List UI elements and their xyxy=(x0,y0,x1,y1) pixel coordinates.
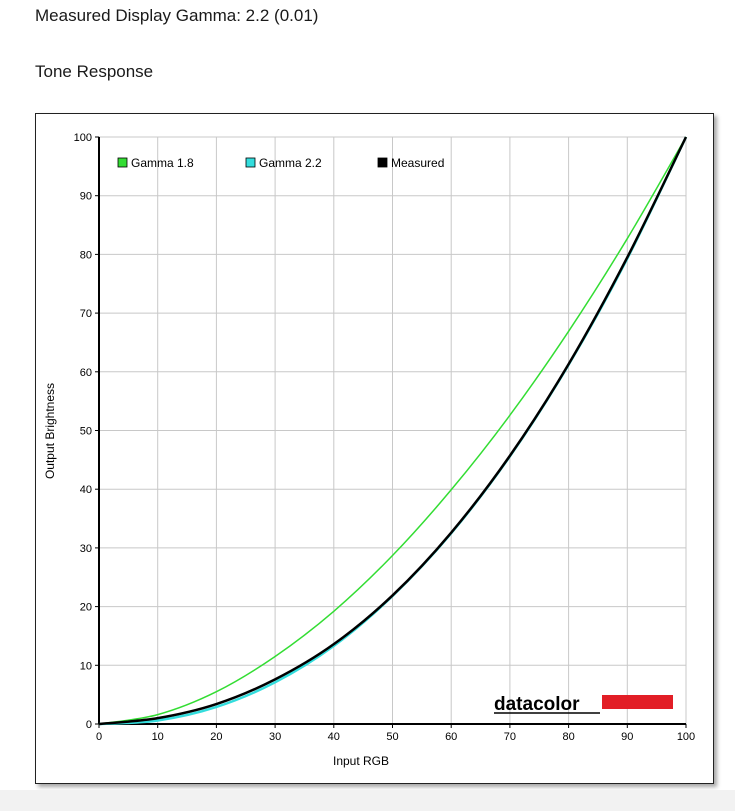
y-tick-label: 90 xyxy=(80,191,92,203)
y-tick-label: 0 xyxy=(86,719,92,731)
x-tick-label: 60 xyxy=(445,731,457,743)
legend-label: Gamma 1.8 xyxy=(131,156,194,170)
logo-red-bar xyxy=(602,695,673,709)
tone-response-chart: 0 10 20 30 40 50 60 70 80 90 100 0 10 20 30 40 50 60 70 80… xyxy=(35,113,714,784)
chart-svg: 0 10 20 30 40 50 60 70 80 90 100 0 10 20 30 40 50 60 70 80… xyxy=(43,132,695,768)
page-bottom-band xyxy=(0,790,735,811)
chart-grid xyxy=(99,136,687,724)
x-tick-label: 10 xyxy=(152,731,164,743)
y-tick-label: 70 xyxy=(80,308,92,320)
x-tick-label: 80 xyxy=(562,731,574,743)
x-tick-label: 70 xyxy=(504,731,516,743)
legend-label: Gamma 2.2 xyxy=(259,156,322,170)
x-axis-ticks: 0 10 20 30 40 50 60 70 80 90 100 xyxy=(96,724,695,743)
x-tick-label: 40 xyxy=(328,731,340,743)
y-axis-ticks: 0 10 20 30 40 50 60 70 80 90 100 xyxy=(74,132,99,731)
x-tick-label: 20 xyxy=(210,731,222,743)
legend-label: Measured xyxy=(391,156,444,170)
legend-swatch xyxy=(245,157,256,168)
y-axis-title: Output Brightness xyxy=(43,383,57,479)
chart-legend: Gamma 1.8 Gamma 2.2 Measured xyxy=(117,156,444,170)
tone-response-heading: Tone Response xyxy=(35,62,154,81)
y-tick-label: 80 xyxy=(80,249,92,261)
y-tick-label: 40 xyxy=(80,484,92,496)
y-tick-label: 20 xyxy=(80,602,92,614)
x-tick-label: 100 xyxy=(677,731,695,743)
x-tick-label: 90 xyxy=(621,731,633,743)
x-axis-title: Input RGB xyxy=(333,754,389,768)
x-tick-label: 30 xyxy=(269,731,281,743)
series-lines xyxy=(98,136,688,726)
measured-gamma-text: Measured Display Gamma: 2.2 (0.01) xyxy=(35,6,319,25)
y-tick-label: 100 xyxy=(74,132,92,144)
y-tick-label: 60 xyxy=(80,367,92,379)
x-tick-label: 50 xyxy=(386,731,398,743)
x-tick-label: 0 xyxy=(96,731,102,743)
series-line-gamma-1-8 xyxy=(98,136,687,725)
logo-wordmark: datacolor xyxy=(494,694,580,715)
series-line-measured xyxy=(98,136,688,726)
datacolor-logo: datacolor xyxy=(494,694,673,715)
legend-swatch xyxy=(117,157,128,168)
y-tick-label: 30 xyxy=(80,543,92,555)
y-tick-label: 50 xyxy=(80,426,92,438)
legend-swatch xyxy=(377,157,388,168)
y-tick-label: 10 xyxy=(80,660,92,672)
